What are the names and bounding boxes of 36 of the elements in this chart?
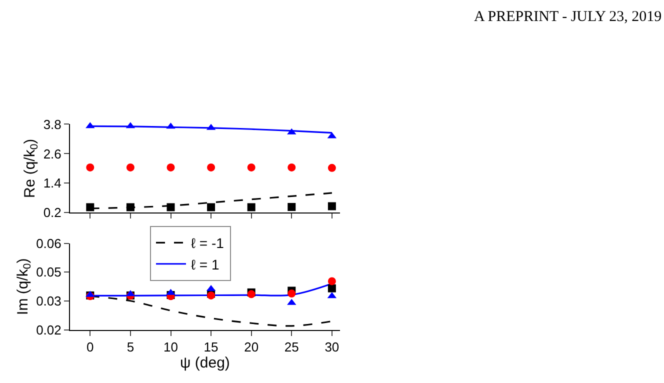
point <box>207 203 216 212</box>
point <box>288 202 296 211</box>
x-tick-label: 20 <box>244 339 259 354</box>
point <box>288 290 296 298</box>
x-tick-label: 25 <box>284 339 299 354</box>
x-tick-label: 10 <box>164 339 178 354</box>
point <box>328 202 336 210</box>
point <box>328 284 336 292</box>
point <box>126 163 134 172</box>
y-tick-label: 0.05 <box>36 264 62 280</box>
y-tick-label: 0.2 <box>43 205 62 220</box>
point <box>166 203 175 212</box>
y-tick-label: 2.6 <box>43 146 62 162</box>
legend-label: ℓ = 1 <box>191 256 220 272</box>
point <box>247 203 256 212</box>
legend-label: ℓ = -1 <box>191 235 224 252</box>
point <box>126 203 134 212</box>
y-tick-label: 0.06 <box>36 236 62 251</box>
point <box>166 163 175 172</box>
point <box>207 163 216 172</box>
point <box>328 164 336 172</box>
x-axis-title: ψ (deg) <box>180 354 230 372</box>
x-tick-label: 5 <box>126 339 134 354</box>
y-tick-label: 3.8 <box>43 116 62 132</box>
point <box>328 277 336 286</box>
point <box>247 163 256 172</box>
x-tick-label: 0 <box>86 339 94 354</box>
y-tick-label: 0.02 <box>36 322 62 338</box>
x-tick-label: 15 <box>204 339 218 354</box>
text: A PREPRINT - JULY 23, 2019 <box>474 9 662 25</box>
point <box>86 163 94 172</box>
y-tick-label: 1.4 <box>43 176 62 191</box>
y-tick-label: 0.03 <box>36 294 62 309</box>
point <box>86 203 94 212</box>
x-tick-label: 30 <box>324 339 340 354</box>
point <box>288 163 296 172</box>
